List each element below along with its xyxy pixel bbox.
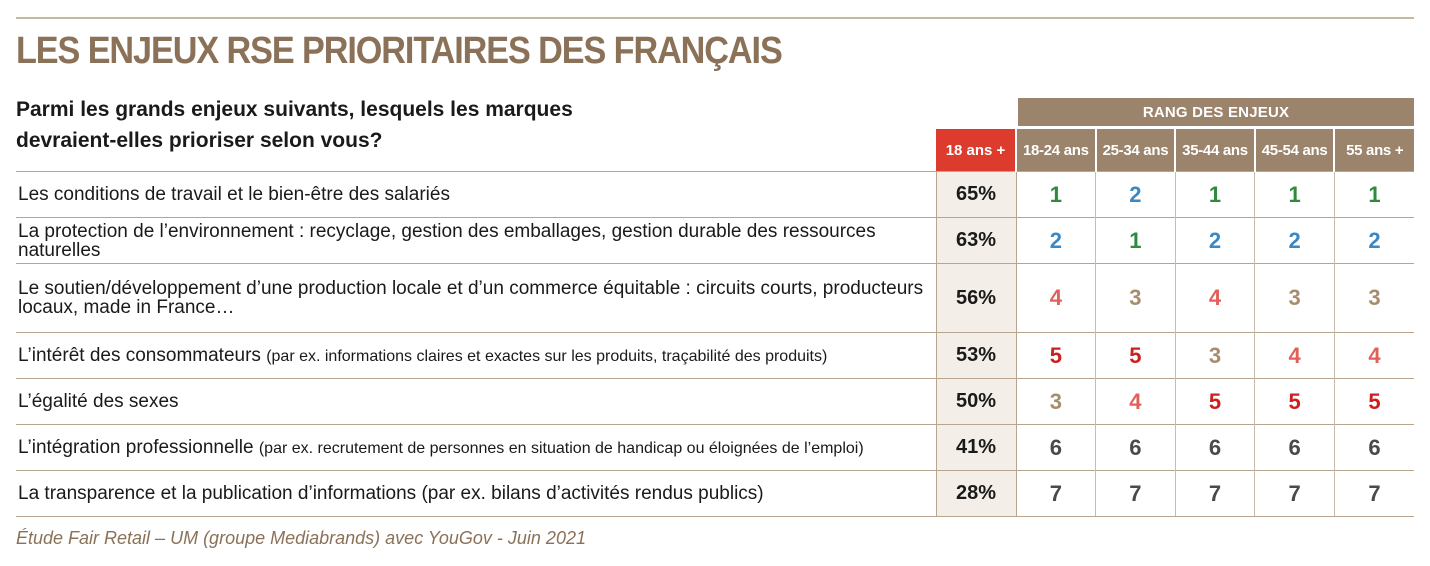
header-spacer bbox=[16, 129, 936, 172]
header-age-18-24: 18-24 ans bbox=[1015, 129, 1096, 172]
rank-cell: 4 bbox=[1015, 263, 1096, 333]
issue-label: La transparence et la publication d’info… bbox=[18, 483, 764, 504]
rank-cell: 1 bbox=[1174, 171, 1255, 218]
rank-cell: 4 bbox=[1333, 332, 1414, 379]
rank-cell: 2 bbox=[1095, 171, 1176, 218]
rank-cell: 6 bbox=[1254, 424, 1335, 471]
issue-label-cell: Les conditions de travail et le bien-êtr… bbox=[16, 171, 937, 218]
rank-cell: 6 bbox=[1174, 424, 1255, 471]
rank-cell: 2 bbox=[1015, 217, 1096, 264]
issue-label: L’intérêt des consommateurs bbox=[18, 344, 261, 366]
table-row: Les conditions de travail et le bien-êtr… bbox=[16, 171, 1414, 218]
rank-group-header: RANG DES ENJEUX bbox=[1018, 98, 1414, 126]
rank-cell: 7 bbox=[1333, 470, 1414, 517]
table-row: L’intérêt des consommateurs (par ex. inf… bbox=[16, 332, 1414, 379]
rank-cell: 5 bbox=[1254, 378, 1335, 425]
table-header-row: 18 ans + 18-24 ans 25-34 ans 35-44 ans 4… bbox=[16, 129, 1414, 172]
rank-cell: 4 bbox=[1174, 263, 1255, 333]
rank-cell: 2 bbox=[1254, 217, 1335, 264]
rank-cell: 5 bbox=[1095, 332, 1176, 379]
rank-cell: 7 bbox=[1254, 470, 1335, 517]
rank-cell: 3 bbox=[1015, 378, 1096, 425]
issue-label: La protection de l’environnement : recyc… bbox=[18, 220, 876, 261]
header-age-55-plus: 55 ans + bbox=[1333, 129, 1414, 172]
rank-cell: 3 bbox=[1095, 263, 1176, 333]
issue-label-cell: L’égalité des sexes bbox=[16, 378, 937, 425]
issue-label-cell: La transparence et la publication d’info… bbox=[16, 470, 937, 517]
rank-cell: 7 bbox=[1095, 470, 1176, 517]
ranking-table: 18 ans + 18-24 ans 25-34 ans 35-44 ans 4… bbox=[16, 129, 1414, 517]
rank-cell: 1 bbox=[1333, 171, 1414, 218]
total-percentage: 63% bbox=[935, 217, 1017, 264]
header-total: 18 ans + bbox=[936, 129, 1018, 172]
issue-label: L’égalité des sexes bbox=[18, 391, 179, 412]
total-percentage: 56% bbox=[935, 263, 1017, 333]
header-age-35-44: 35-44 ans bbox=[1174, 129, 1255, 172]
total-percentage: 50% bbox=[935, 378, 1017, 425]
page-title: LES ENJEUX RSE PRIORITAIRES DES FRANÇAIS bbox=[16, 30, 783, 72]
rank-cell: 4 bbox=[1254, 332, 1335, 379]
table-row: La transparence et la publication d’info… bbox=[16, 470, 1414, 517]
issue-note: (par ex. informations claires et exactes… bbox=[266, 347, 828, 365]
rank-cell: 3 bbox=[1174, 332, 1255, 379]
issue-label: Le soutien/développement d’une productio… bbox=[18, 278, 924, 318]
rank-cell: 2 bbox=[1174, 217, 1255, 264]
rank-cell: 6 bbox=[1333, 424, 1414, 471]
issue-label-cell: La protection de l’environnement : recyc… bbox=[16, 217, 937, 264]
header-age-45-54: 45-54 ans bbox=[1253, 129, 1335, 172]
rank-cell: 4 bbox=[1095, 378, 1176, 425]
total-percentage: 65% bbox=[935, 171, 1017, 218]
table-row: La protection de l’environnement : recyc… bbox=[16, 217, 1414, 264]
rank-cell: 6 bbox=[1015, 424, 1096, 471]
rank-cell: 6 bbox=[1095, 424, 1176, 471]
issue-label: Les conditions de travail et le bien-êtr… bbox=[18, 184, 450, 205]
total-percentage: 53% bbox=[935, 332, 1017, 379]
rank-cell: 1 bbox=[1015, 171, 1096, 218]
total-percentage: 28% bbox=[935, 470, 1017, 517]
table-row: Le soutien/développement d’une productio… bbox=[16, 263, 1414, 333]
rank-cell: 5 bbox=[1174, 378, 1255, 425]
table-row: L’égalité des sexes 50% 3 4 5 5 5 bbox=[16, 378, 1414, 425]
rank-cell: 5 bbox=[1015, 332, 1096, 379]
rank-cell: 3 bbox=[1254, 263, 1335, 333]
rank-cell: 3 bbox=[1333, 263, 1414, 333]
rank-cell: 7 bbox=[1015, 470, 1096, 517]
header-age-25-34: 25-34 ans bbox=[1094, 129, 1176, 172]
rank-cell: 1 bbox=[1254, 171, 1335, 218]
issue-label-cell: Le soutien/développement d’une productio… bbox=[16, 263, 937, 333]
rank-cell: 2 bbox=[1333, 217, 1414, 264]
table-body: Les conditions de travail et le bien-êtr… bbox=[16, 171, 1414, 517]
rank-cell: 1 bbox=[1095, 217, 1176, 264]
issue-label-cell: L’intérêt des consommateurs (par ex. inf… bbox=[16, 332, 937, 379]
issue-label-cell: L’intégration professionnelle (par ex. r… bbox=[16, 424, 937, 471]
rank-cell: 5 bbox=[1333, 378, 1414, 425]
survey-question: Parmi les grands enjeux suivants, lesque… bbox=[16, 98, 573, 152]
total-percentage: 41% bbox=[935, 424, 1017, 471]
issue-label: L’intégration professionnelle bbox=[18, 436, 254, 458]
table-row: L’intégration professionnelle (par ex. r… bbox=[16, 424, 1414, 471]
top-rule bbox=[16, 17, 1414, 19]
issue-note: (par ex. recrutement de personnes en sit… bbox=[258, 439, 864, 457]
rank-cell: 7 bbox=[1174, 470, 1255, 517]
source-note: Étude Fair Retail – UM (groupe Mediabran… bbox=[16, 528, 586, 548]
